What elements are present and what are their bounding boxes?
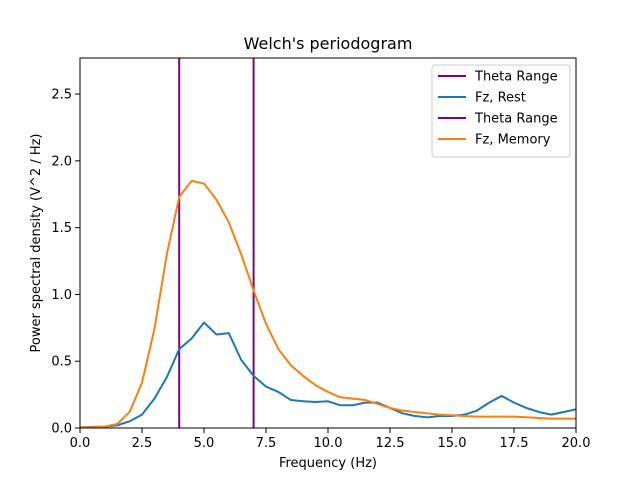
x-tick-label: 10.0 xyxy=(314,436,343,451)
x-tick-label: 2.5 xyxy=(132,436,153,451)
x-axis-ticks: 0.0 2.5 5.0 7.5 10.0 12.5 15.0 17.5 20.0 xyxy=(70,428,591,451)
y-tick-label: 0.0 xyxy=(51,422,72,437)
legend-box xyxy=(431,64,571,158)
series-line-fz-memory xyxy=(79,179,576,429)
legend-label: Theta Range xyxy=(474,70,558,85)
x-tick-label: 20.0 xyxy=(562,436,591,451)
legend: Theta Range Fz, Rest Theta Range Fz, Memory xyxy=(431,64,571,158)
series-layer xyxy=(79,58,577,429)
chart-title: Welch's periodogram xyxy=(244,34,413,53)
series-line-fz-rest xyxy=(79,321,577,429)
y-tick-label: 2.0 xyxy=(51,154,72,169)
legend-label: Theta Range xyxy=(474,112,558,127)
x-tick-label: 7.5 xyxy=(256,436,277,451)
x-tick-label: 17.5 xyxy=(500,436,529,451)
y-axis-label: Power spectral density (V^2 / Hz) xyxy=(29,133,44,352)
y-tick-label: 2.5 xyxy=(51,88,72,103)
y-tick-label: 1.0 xyxy=(51,288,72,303)
legend-label: Fz, Memory xyxy=(475,133,551,148)
x-tick-label: 15.0 xyxy=(438,436,467,451)
y-tick-label: 1.5 xyxy=(51,221,72,236)
x-tick-label: 5.0 xyxy=(194,436,215,451)
x-tick-label: 0.0 xyxy=(70,436,91,451)
y-tick-label: 0.5 xyxy=(51,355,72,370)
x-tick-label: 12.5 xyxy=(376,436,405,451)
x-axis-label: Frequency (Hz) xyxy=(279,456,377,471)
y-axis-ticks: 0.0 0.5 1.0 1.5 2.0 2.5 xyxy=(51,88,80,437)
legend-label: Fz, Rest xyxy=(475,91,526,106)
